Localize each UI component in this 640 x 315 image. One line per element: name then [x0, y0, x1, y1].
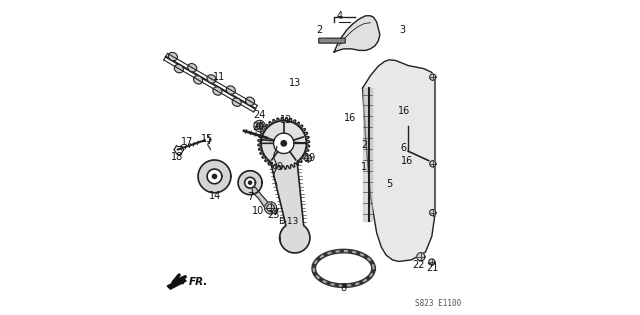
- Polygon shape: [238, 171, 262, 195]
- Ellipse shape: [207, 75, 216, 83]
- Text: 4: 4: [337, 11, 342, 21]
- Polygon shape: [305, 155, 312, 162]
- Polygon shape: [334, 16, 380, 52]
- Text: 24: 24: [253, 110, 266, 120]
- Polygon shape: [264, 202, 276, 214]
- Polygon shape: [244, 177, 255, 188]
- Text: 9: 9: [276, 162, 283, 172]
- Text: FR.: FR.: [188, 277, 208, 287]
- Circle shape: [281, 140, 287, 146]
- Text: 13: 13: [289, 77, 301, 88]
- Ellipse shape: [246, 97, 255, 106]
- Text: 16: 16: [401, 156, 413, 166]
- Text: 10: 10: [252, 206, 265, 216]
- Ellipse shape: [174, 65, 183, 73]
- Text: 2: 2: [361, 140, 367, 150]
- Text: 12: 12: [280, 115, 292, 125]
- Text: 16: 16: [344, 113, 356, 123]
- Text: 3: 3: [399, 25, 405, 35]
- Text: 18: 18: [170, 152, 183, 162]
- Polygon shape: [429, 259, 435, 265]
- Text: 16: 16: [398, 106, 410, 116]
- Text: 11: 11: [213, 72, 225, 82]
- Polygon shape: [362, 60, 435, 261]
- Polygon shape: [417, 253, 425, 261]
- Ellipse shape: [193, 76, 203, 84]
- Polygon shape: [429, 209, 436, 216]
- Text: 8: 8: [340, 283, 347, 293]
- Text: 14: 14: [209, 191, 221, 201]
- Polygon shape: [167, 278, 186, 289]
- Ellipse shape: [213, 87, 222, 95]
- Ellipse shape: [188, 64, 196, 72]
- Polygon shape: [254, 120, 265, 132]
- Text: 21: 21: [427, 263, 439, 273]
- Polygon shape: [258, 117, 310, 169]
- Polygon shape: [362, 88, 372, 220]
- FancyBboxPatch shape: [319, 38, 345, 43]
- Text: 6: 6: [401, 143, 406, 153]
- Polygon shape: [198, 160, 231, 193]
- Polygon shape: [252, 187, 271, 211]
- Ellipse shape: [232, 98, 241, 106]
- Text: 1: 1: [361, 162, 367, 172]
- Polygon shape: [429, 74, 436, 80]
- Circle shape: [212, 175, 216, 178]
- Text: 17: 17: [181, 137, 193, 147]
- Polygon shape: [429, 161, 436, 167]
- Polygon shape: [273, 133, 294, 153]
- Text: 5: 5: [386, 179, 392, 189]
- Ellipse shape: [227, 86, 236, 94]
- Text: 22: 22: [412, 260, 424, 270]
- Circle shape: [248, 181, 252, 184]
- Text: 23: 23: [267, 210, 280, 220]
- Polygon shape: [207, 169, 222, 184]
- Text: 20: 20: [252, 122, 265, 132]
- Text: 2: 2: [316, 25, 323, 35]
- Polygon shape: [261, 121, 310, 253]
- Text: 7: 7: [247, 192, 253, 202]
- Text: S823 E1100: S823 E1100: [415, 299, 461, 307]
- Circle shape: [257, 123, 262, 129]
- Text: 19: 19: [305, 153, 317, 163]
- Polygon shape: [267, 204, 275, 212]
- Text: E-13: E-13: [278, 217, 299, 226]
- Ellipse shape: [168, 52, 177, 61]
- Text: 15: 15: [202, 134, 214, 144]
